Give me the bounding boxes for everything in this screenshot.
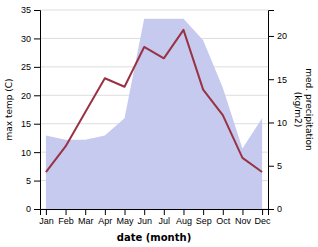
- y2-tick-mark: [268, 209, 274, 210]
- y-axis: 0 5 10 15 20 25 30 35: [21, 5, 41, 214]
- y-axis-line: [34, 11, 41, 210]
- y-tick-mark: [34, 38, 40, 39]
- x-tick-mark: [105, 209, 106, 215]
- y-tick: 35: [21, 5, 40, 15]
- x-tick-label: Sep: [196, 216, 212, 226]
- y-tick-label: 0: [26, 204, 31, 214]
- y-tick-label: 15: [21, 119, 31, 129]
- x-tick-mark: [203, 209, 204, 215]
- x-tick-mark: [262, 209, 263, 215]
- y-tick-label: 20: [21, 91, 31, 101]
- y2-axis: 0 5 10 15 20: [268, 11, 287, 215]
- x-tick-label: Oct: [216, 216, 231, 226]
- chart: Jan Feb Mar Apr MayJun Jul Aug Sep Oct NovDec 0 5 10…: [0, 0, 318, 247]
- x-tick: May: [117, 209, 135, 226]
- marks: [46, 19, 262, 209]
- x-axis-title: date (month): [117, 232, 191, 243]
- x-tick-mark: [242, 209, 243, 215]
- x-tick-mark: [183, 209, 184, 215]
- x-tick-label: Jul: [159, 216, 171, 226]
- x-tick-label: Dec: [255, 216, 272, 226]
- y2-tick: 15: [268, 75, 287, 85]
- x-axis-line: [41, 210, 269, 216]
- y-tick: 30: [21, 34, 40, 44]
- x-tick: Aug: [176, 209, 192, 226]
- y2-tick-mark: [268, 79, 274, 80]
- y-tick: 15: [21, 119, 40, 129]
- y-tick-mark: [34, 209, 40, 210]
- x-tick-label: Jun: [137, 216, 152, 226]
- y-tick: 0: [26, 204, 40, 214]
- x-tick-mark: [125, 209, 126, 215]
- x-tick-mark: [164, 209, 165, 215]
- y2-tick-mark: [268, 36, 274, 37]
- x-tick: Apr: [98, 209, 112, 226]
- y-tick: 5: [26, 176, 40, 186]
- y2-tick-label: 10: [277, 118, 287, 128]
- x-tick-mark: [144, 209, 145, 215]
- y2-tick: 5: [268, 161, 282, 171]
- x-axis: Jan Feb Mar Apr MayJun Jul Aug Sep Oct NovDec: [39, 209, 271, 226]
- y-tick-label: 35: [21, 5, 31, 15]
- grid-line: [40, 10, 268, 11]
- x-tick-label: Feb: [58, 216, 74, 226]
- y-tick-label: 25: [21, 62, 31, 72]
- y-tick-mark: [34, 181, 40, 182]
- x-tick-mark: [223, 209, 224, 215]
- line: [46, 30, 262, 172]
- x-tick-label: Nov: [235, 216, 252, 226]
- y2-tick-mark: [268, 166, 274, 167]
- y-tick-mark: [34, 67, 40, 68]
- area: [46, 19, 262, 209]
- y-tick-mark: [34, 152, 40, 153]
- y-tick-mark: [34, 95, 40, 96]
- y-tick-label: 30: [21, 34, 31, 44]
- y2-axis-title-line: med. precipitation: [304, 68, 314, 150]
- y-tick-label: 10: [21, 148, 31, 158]
- x-tick: Oct: [216, 209, 231, 226]
- y2-tick-label: 0: [277, 204, 282, 214]
- y-tick-mark: [34, 124, 40, 125]
- x-tick-label: May: [117, 216, 135, 226]
- y2-tick: 10: [268, 118, 287, 128]
- y-tick: 10: [21, 148, 40, 158]
- x-tick-mark: [46, 209, 47, 215]
- x-tick: Jun: [137, 209, 152, 226]
- x-tick-label: Aug: [176, 216, 192, 226]
- x-tick-label: Apr: [98, 216, 112, 226]
- plot: Jan Feb Mar Apr MayJun Jul Aug Sep Oct NovDec 0 5 10…: [21, 5, 287, 226]
- y2-tick: 20: [268, 31, 287, 41]
- x-tick: Jan: [39, 209, 54, 226]
- x-tick-mark: [66, 209, 67, 215]
- x-tick: Sep: [196, 209, 212, 226]
- grid: [40, 10, 268, 209]
- y-tick: 25: [21, 62, 40, 72]
- y2-axis-title: med. precipitation(kg/m2): [293, 68, 314, 150]
- x-tick: Dec: [255, 209, 272, 226]
- x-tick: Nov: [235, 209, 252, 226]
- y2-axis-line: [269, 11, 275, 210]
- x-tick-label: Mar: [78, 216, 94, 226]
- x-tick-mark: [85, 209, 86, 215]
- x-tick-label: Jan: [39, 216, 54, 226]
- y-axis-title: max temp (C): [4, 78, 14, 140]
- y-tick: 20: [21, 91, 40, 101]
- x-tick: Jul: [159, 209, 171, 226]
- y2-axis-title-line: (kg/m2): [293, 92, 303, 127]
- y2-tick-label: 5: [277, 161, 282, 171]
- y2-tick-mark: [268, 122, 274, 123]
- y2-tick-label: 15: [277, 75, 287, 85]
- y2-tick: 0: [268, 204, 282, 214]
- y-tick-label: 5: [26, 176, 31, 186]
- y2-tick-label: 20: [277, 31, 287, 41]
- x-tick: Feb: [58, 209, 74, 226]
- y-tick-mark: [34, 10, 40, 11]
- x-tick: Mar: [78, 209, 94, 226]
